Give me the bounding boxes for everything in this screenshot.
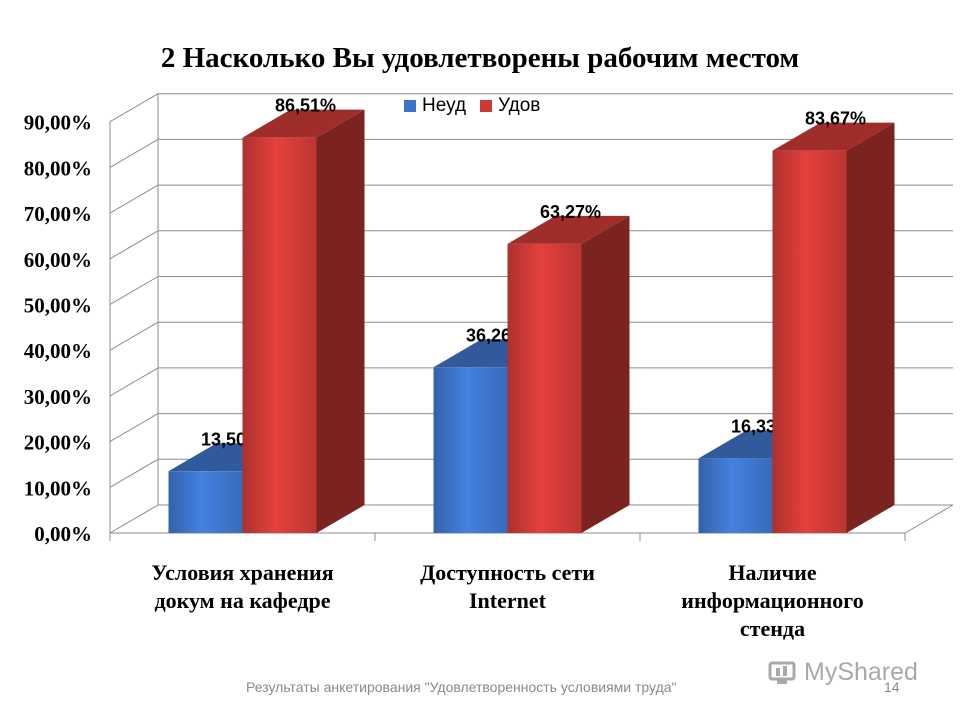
myshared-logo-icon <box>768 660 798 686</box>
legend-label-neud: Неуд <box>422 95 467 116</box>
gridline-depth <box>109 413 159 443</box>
data-label: 63,27% <box>540 202 601 222</box>
watermark: MyShared <box>768 658 918 687</box>
bar-udov <box>507 243 582 534</box>
floor-edge <box>904 504 954 534</box>
legend-label-udov: Удов <box>498 95 541 116</box>
gridline-depth <box>109 458 159 488</box>
bar-neud <box>168 471 243 533</box>
y-tick-label: 20,00% <box>24 431 92 455</box>
legend-item-neud: Неуд <box>404 95 466 117</box>
bar-top <box>242 109 365 138</box>
category-label: Доступность сети <box>420 560 595 585</box>
y-tick-label: 60,00% <box>24 248 92 272</box>
gridline-depth <box>109 184 159 214</box>
legend: Неуд Удов <box>404 95 546 117</box>
legend-item-udov: Удов <box>480 95 540 117</box>
chart-title: 2 Насколько Вы удовлетворены рабочим мес… <box>160 42 800 74</box>
category-label: Internet <box>469 588 547 613</box>
data-label: 86,51% <box>275 96 336 116</box>
category-label: Наличие <box>728 560 816 585</box>
legend-swatch-neud <box>404 100 416 112</box>
gridline-depth <box>109 321 159 351</box>
y-tick-label: 10,00% <box>24 476 92 500</box>
gridline-depth <box>109 93 159 123</box>
data-label: 83,67% <box>805 109 866 129</box>
bar-neud <box>433 367 508 533</box>
bar-side <box>846 122 895 533</box>
bar-neud <box>698 458 773 533</box>
gridline-depth <box>109 276 159 305</box>
y-tick-label: 70,00% <box>24 202 92 226</box>
legend-swatch-udov <box>480 100 493 112</box>
bar-udov <box>242 137 317 534</box>
bar-udov <box>772 150 847 533</box>
bar-top <box>772 122 895 151</box>
gridline-depth <box>109 230 159 260</box>
y-tick-label: 30,00% <box>24 385 92 409</box>
y-tick-label: 90,00% <box>24 111 92 135</box>
page-number: 14 <box>884 679 900 695</box>
category-label: стенда <box>740 616 805 641</box>
y-tick-label: 0,00% <box>34 522 92 546</box>
bar-side <box>316 109 365 534</box>
category-label: Условия хранения <box>151 560 333 585</box>
category-label: информационного <box>681 588 863 613</box>
gridline-depth <box>109 138 159 168</box>
y-tick-label: 80,00% <box>24 156 92 180</box>
bar-top <box>507 215 630 244</box>
y-tick-label: 50,00% <box>24 294 92 318</box>
gridline-depth <box>109 504 159 534</box>
bar-side <box>581 215 630 534</box>
gridline-depth <box>109 367 159 397</box>
y-tick-label: 40,00% <box>24 339 92 363</box>
footer-text: Результаты анкетирования "Удовлетворенно… <box>246 679 677 695</box>
watermark-text: MyShared <box>804 658 918 686</box>
category-label: докум на кафедре <box>154 588 330 613</box>
